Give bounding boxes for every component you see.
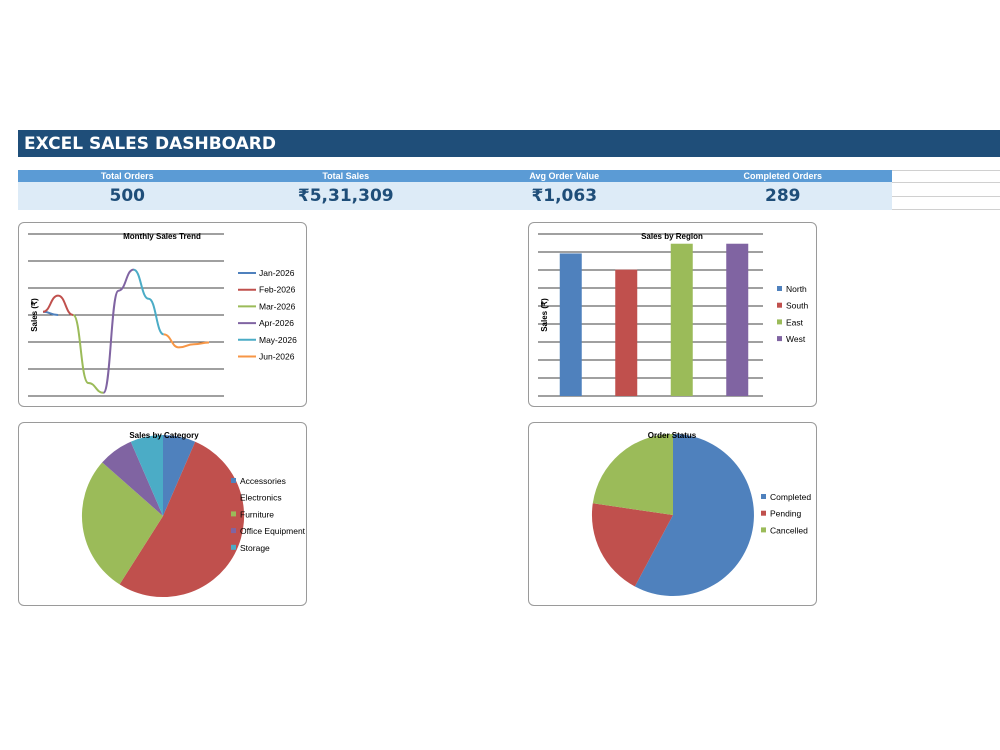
slice-accessories xyxy=(163,435,196,516)
kpi-label-total-orders: Total Orders xyxy=(100,171,154,181)
legend-label-electronics: Electronics xyxy=(240,493,282,503)
legend-key-east xyxy=(777,319,782,325)
kpi-header-row: Total Orders Total Sales Avg Order Value… xyxy=(18,170,892,182)
slice-furniture xyxy=(81,462,163,585)
legend-label-may-2026: May-2026 xyxy=(259,335,297,345)
series-line-feb-2026 xyxy=(42,294,74,316)
slice-completed xyxy=(634,434,754,596)
kpi-value-completed-orders: 289 xyxy=(765,186,801,206)
legend-key-electronics xyxy=(231,494,236,500)
series-line-mar-2026 xyxy=(72,314,104,394)
legend-key-north xyxy=(777,286,782,291)
kpi-label-total-sales: Total Sales xyxy=(322,171,370,181)
bar-west xyxy=(726,243,749,396)
legend-label-office-equipment: Office Equipment xyxy=(240,526,306,536)
bar-south xyxy=(615,269,638,396)
legend-label-completed: Completed xyxy=(770,492,811,502)
monthly-sales-trend-chart[interactable]: Monthly Sales Trend Sales (₹) Jan-2026 Feb-… xyxy=(18,222,307,407)
kpi-label-completed-orders: Completed Orders xyxy=(743,171,823,181)
sales-by-region-chart[interactable]: Sales by Region Sales (₹) North South East We… xyxy=(528,222,817,407)
legend-label-north: North xyxy=(786,284,807,294)
kpi-value-total-sales: ₹5,31,309 xyxy=(297,186,394,206)
cell-gridline xyxy=(892,209,1000,210)
legend-label-east: East xyxy=(786,317,804,327)
series-line-apr-2026 xyxy=(102,268,134,394)
slice-cancelled xyxy=(592,434,673,515)
legend-label-apr-2026: Apr-2026 xyxy=(259,318,294,328)
cell-gridline xyxy=(892,182,1000,183)
kpi-value-total-orders: 500 xyxy=(109,186,146,206)
slice-pending xyxy=(591,503,673,587)
slice-office-equipment xyxy=(102,441,163,516)
legend-key-completed xyxy=(761,494,766,499)
series-line-jun-2026 xyxy=(163,333,210,349)
cell-gridline xyxy=(892,170,1000,171)
cell-gridline xyxy=(892,196,1000,197)
legend-label-jan-2026: Jan-2026 xyxy=(259,268,295,278)
chart-title: Monthly Sales Trend xyxy=(123,232,201,241)
sales-by-category-chart[interactable]: Sales by Category Accessories Electronics F… xyxy=(18,422,307,606)
slice-electronics xyxy=(119,441,245,598)
legend-label-mar-2026: Mar-2026 xyxy=(259,301,296,311)
series-line-may-2026 xyxy=(133,268,165,336)
legend-key-accessories xyxy=(231,478,236,483)
chart-title: Order Status xyxy=(648,431,697,440)
legend-label-west: West xyxy=(786,334,806,344)
legend-key-cancelled xyxy=(761,527,766,533)
dashboard-title: EXCEL SALES DASHBOARD xyxy=(18,130,1000,157)
slice-storage xyxy=(130,435,163,516)
legend-label-furniture: Furniture xyxy=(240,509,274,519)
legend-label-storage: Storage xyxy=(240,543,270,553)
legend-label-pending: Pending xyxy=(770,509,801,519)
y-axis-label: Sales (₹) xyxy=(30,298,39,332)
legend-label-feb-2026: Feb-2026 xyxy=(259,285,296,295)
legend-label-south: South xyxy=(786,301,808,311)
legend-key-pending xyxy=(761,510,766,516)
legend-label-cancelled: Cancelled xyxy=(770,525,808,535)
legend-key-south xyxy=(777,302,782,308)
order-status-chart[interactable]: Order Status Completed Pending Cancelled xyxy=(528,422,817,606)
legend-label-jun-2026: Jun-2026 xyxy=(259,352,295,362)
bar-north xyxy=(559,253,582,396)
legend-key-storage xyxy=(231,544,236,550)
kpi-label-avg-order-value: Avg Order Value xyxy=(529,171,600,181)
legend-key-west xyxy=(777,336,782,342)
bar-east xyxy=(670,243,693,396)
legend-key-furniture xyxy=(231,511,236,517)
kpi-values-row: 500 ₹5,31,309 ₹1,063 289 xyxy=(18,182,892,210)
chart-title: Sales by Region xyxy=(641,232,703,241)
chart-title: Sales by Category xyxy=(129,431,199,440)
legend-key-office-equipment xyxy=(231,528,236,534)
y-axis-label: Sales (₹) xyxy=(540,298,549,332)
kpi-value-avg-order-value: ₹1,063 xyxy=(531,186,598,206)
legend-label-accessories: Accessories xyxy=(240,476,286,486)
